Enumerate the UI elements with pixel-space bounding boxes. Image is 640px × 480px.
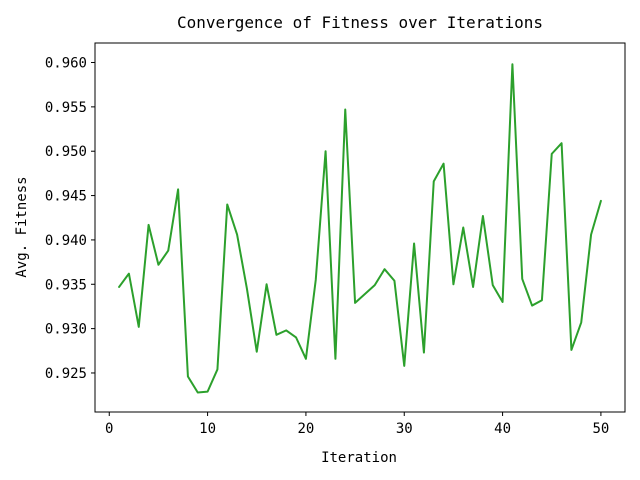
chart-title: Convergence of Fitness over Iterations (177, 13, 543, 32)
y-tick-label: 0.955 (45, 100, 87, 116)
x-tick-label: 50 (592, 421, 609, 437)
plot-area-frame (94, 42, 626, 413)
y-tick-label: 0.960 (45, 56, 87, 72)
y-axis-label: Avg. Fitness (14, 176, 30, 277)
y-tick-label: 0.940 (45, 233, 87, 249)
fitness-series-line (118, 63, 602, 394)
x-tick-label: 0 (105, 421, 113, 437)
x-axis-label: Iteration (321, 450, 397, 466)
x-tick-label: 40 (494, 421, 511, 437)
x-tick-label: 20 (297, 421, 314, 437)
y-axis-ticks: 0.925 0.930 0.935 0.940 0.945 0.950 0.955 0.960 (45, 56, 95, 382)
x-tick-label: 10 (199, 421, 216, 437)
y-tick-label: 0.925 (45, 366, 87, 382)
x-tick-label: 30 (396, 421, 413, 437)
y-tick-label: 0.950 (45, 144, 87, 160)
y-tick-label: 0.935 (45, 277, 87, 293)
y-tick-label: 0.945 (45, 189, 87, 205)
x-axis-ticks: 0 10 20 30 40 50 (105, 412, 609, 437)
y-tick-label: 0.930 (45, 322, 87, 338)
